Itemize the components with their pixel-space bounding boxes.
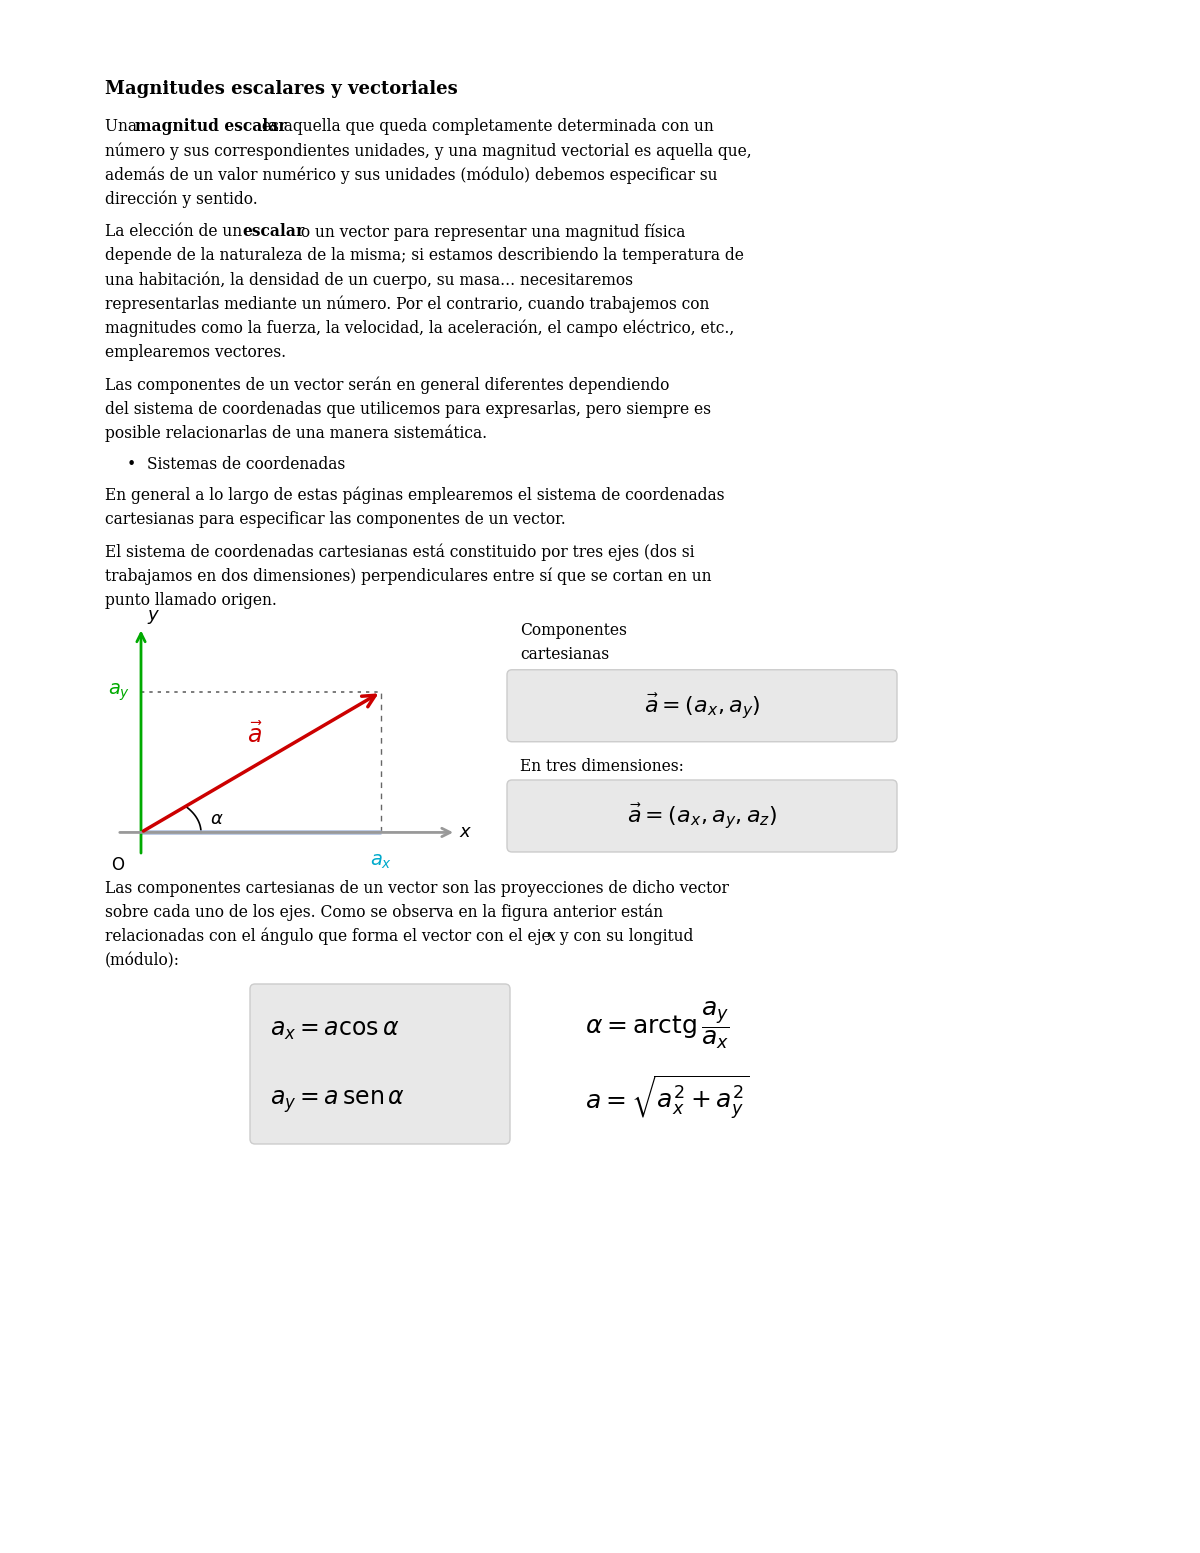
Text: relacionadas con el ángulo que forma el vector con el eje: relacionadas con el ángulo que forma el … [106,929,556,946]
Text: $a_y$: $a_y$ [108,682,130,702]
Text: una habitación, la densidad de un cuerpo, su masa... necesitaremos: una habitación, la densidad de un cuerpo… [106,272,634,289]
Text: cartesianas: cartesianas [520,646,610,663]
Text: Las componentes de un vector serán en general diferentes dependiendo: Las componentes de un vector serán en ge… [106,376,670,394]
Text: además de un valor numérico y sus unidades (módulo) debemos especificar su: además de un valor numérico y sus unidad… [106,166,718,183]
Text: $a_x$: $a_x$ [370,853,392,871]
Text: $a_x = a\cos\alpha$: $a_x = a\cos\alpha$ [270,1019,400,1042]
Text: Componentes: Componentes [520,621,626,638]
Text: $\alpha$: $\alpha$ [210,809,223,828]
Text: $a_y = a\,\mathrm{sen}\,\alpha$: $a_y = a\,\mathrm{sen}\,\alpha$ [270,1089,406,1115]
Text: Magnitudes escalares y vectoriales: Magnitudes escalares y vectoriales [106,81,457,98]
Text: El sistema de coordenadas cartesianas está constituido por tres ejes (dos si: El sistema de coordenadas cartesianas es… [106,544,695,561]
FancyBboxPatch shape [250,985,510,1145]
Text: x: x [547,929,556,944]
Text: Sistemas de coordenadas: Sistemas de coordenadas [148,455,346,472]
Text: posible relacionarlas de una manera sistemática.: posible relacionarlas de una manera sist… [106,424,487,443]
Text: En tres dimensiones:: En tres dimensiones: [520,758,684,775]
Text: cartesianas para especificar las componentes de un vector.: cartesianas para especificar las compone… [106,511,565,528]
Text: representarlas mediante un número. Por el contrario, cuando trabajemos con: representarlas mediante un número. Por e… [106,295,709,314]
Text: La elección de un: La elección de un [106,224,247,241]
Text: Las componentes cartesianas de un vector son las proyecciones de dicho vector: Las componentes cartesianas de un vector… [106,879,728,896]
Text: y: y [148,606,157,624]
Text: punto llamado origen.: punto llamado origen. [106,592,277,609]
Text: $\vec{a}$: $\vec{a}$ [247,722,263,747]
Text: depende de la naturaleza de la misma; si estamos describiendo la temperatura de: depende de la naturaleza de la misma; si… [106,247,744,264]
Text: o un vector para representar una magnitud física: o un vector para representar una magnitu… [295,224,685,241]
Text: sobre cada uno de los ejes. Como se observa en la figura anterior están: sobre cada uno de los ejes. Como se obse… [106,904,664,921]
Text: $a = \sqrt{a_x^2 + a_y^2}$: $a = \sqrt{a_x^2 + a_y^2}$ [586,1075,749,1123]
Text: $\vec{a}=\left(a_{x},a_{y},a_{z}\right)$: $\vec{a}=\left(a_{x},a_{y},a_{z}\right)$ [626,801,778,831]
Text: Una: Una [106,118,142,135]
FancyBboxPatch shape [508,780,898,853]
Text: dirección y sentido.: dirección y sentido. [106,191,258,208]
FancyBboxPatch shape [508,669,898,742]
Text: (módulo):: (módulo): [106,952,180,969]
Text: $\vec{a}=\left(a_{x},a_{y}\right)$: $\vec{a}=\left(a_{x},a_{y}\right)$ [643,691,761,721]
Text: es aquella que queda completamente determinada con un: es aquella que queda completamente deter… [258,118,714,135]
Text: En general a lo largo de estas páginas emplearemos el sistema de coordenadas: En general a lo largo de estas páginas e… [106,486,725,505]
Text: $\alpha = \mathrm{arctg}\,\dfrac{a_y}{a_x}$: $\alpha = \mathrm{arctg}\,\dfrac{a_y}{a_… [586,999,730,1051]
Text: del sistema de coordenadas que utilicemos para expresarlas, pero siempre es: del sistema de coordenadas que utilicemo… [106,401,710,418]
Text: •: • [127,455,137,472]
Text: O: O [112,856,124,874]
Text: magnitud escalar: magnitud escalar [136,118,287,135]
Text: x: x [458,823,469,842]
Text: magnitudes como la fuerza, la velocidad, la aceleración, el campo eléctrico, etc: magnitudes como la fuerza, la velocidad,… [106,320,734,337]
Text: emplearemos vectores.: emplearemos vectores. [106,343,286,360]
Text: trabajamos en dos dimensiones) perpendiculares entre sí que se cortan en un: trabajamos en dos dimensiones) perpendic… [106,567,712,585]
Text: escalar: escalar [242,224,305,241]
Text: número y sus correspondientes unidades, y una magnitud vectorial es aquella que,: número y sus correspondientes unidades, … [106,143,751,160]
Text: y con su longitud: y con su longitud [554,929,694,944]
